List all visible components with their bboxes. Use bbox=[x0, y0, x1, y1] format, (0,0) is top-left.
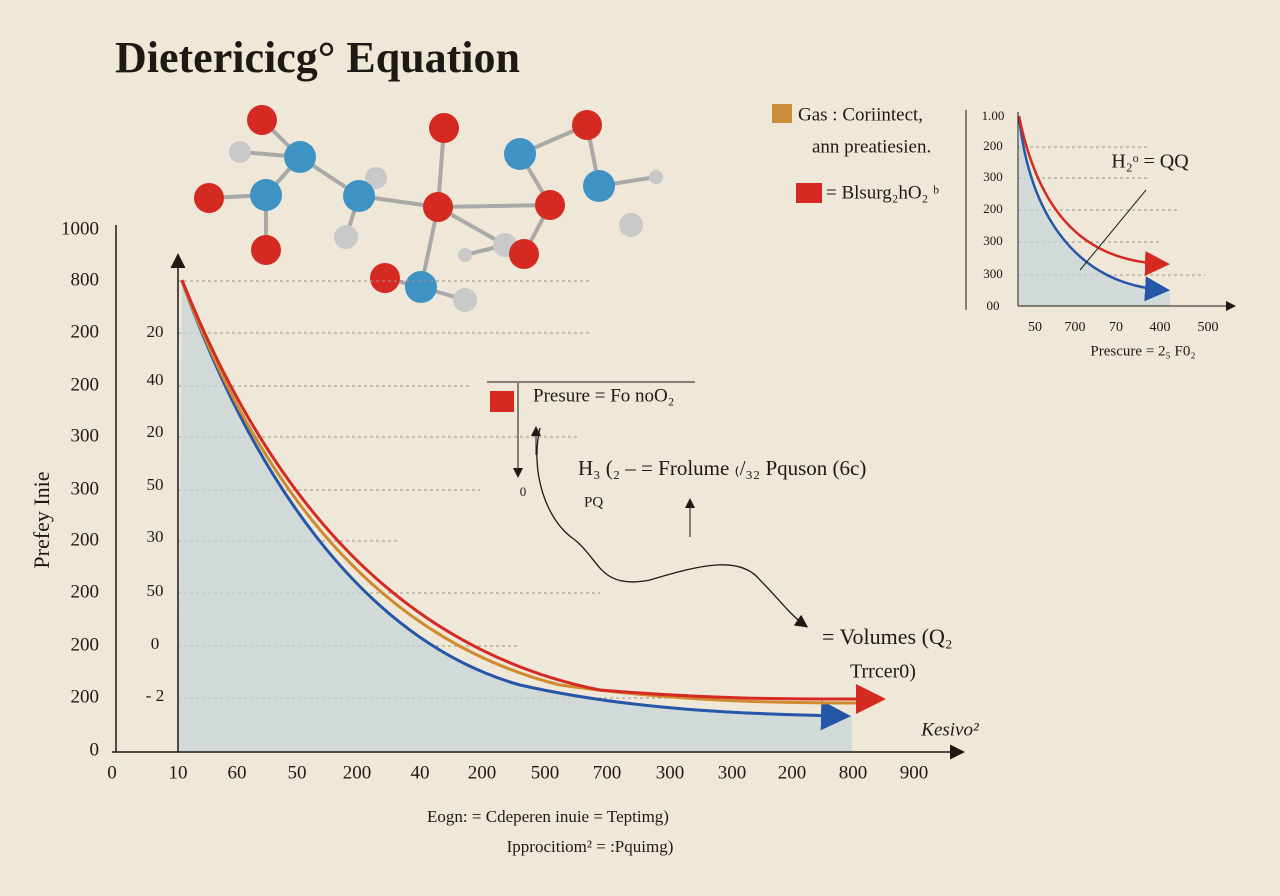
tracer: Trrcer0) bbox=[850, 661, 916, 683]
x-tick-label: 0 bbox=[107, 762, 117, 783]
y-tick-label: 200 bbox=[71, 581, 100, 602]
x-tick-label: 200 bbox=[343, 762, 372, 783]
x-tick-label: 300 bbox=[656, 762, 685, 783]
inset-x-tick-label: 70 bbox=[1109, 320, 1123, 335]
pq: PQ bbox=[584, 494, 603, 510]
legend-swatch bbox=[772, 104, 792, 123]
inset-annotation: H₂ᵒ = QQ bbox=[1111, 151, 1189, 173]
inset-y-tick-label: 200 bbox=[983, 201, 1003, 216]
zero: 0 bbox=[520, 484, 527, 499]
inner-tick-label: 20 bbox=[147, 322, 164, 341]
equation: H₃ (₂ – = Frolume ₍/₃₂ Pquson (6c) bbox=[578, 456, 866, 480]
x-tick-label: 40 bbox=[411, 762, 430, 783]
x-tick-label: 60 bbox=[228, 762, 247, 783]
inset-x-tick-label: 700 bbox=[1065, 320, 1086, 335]
title: Dietericicg° Equation bbox=[115, 33, 520, 82]
legend-swatch bbox=[796, 183, 822, 203]
inset-x-tick-label: 500 bbox=[1198, 320, 1219, 335]
inset-x-tick-label: 50 bbox=[1028, 320, 1042, 335]
y-tick-label: 300 bbox=[71, 425, 100, 446]
x-tick-label: 700 bbox=[593, 762, 622, 783]
inset-blue-curve bbox=[1017, 115, 1170, 302]
pressure: Presure = Fo noO₂ bbox=[533, 385, 674, 406]
legend-text: = Blsurg₂hO₂ ᵇ bbox=[826, 182, 939, 203]
inset-pointer bbox=[1079, 189, 1147, 271]
inset-y-tick-label: 00 bbox=[987, 298, 1000, 313]
x-tick-label: 50 bbox=[288, 762, 307, 783]
inner-tick-label: 40 bbox=[147, 370, 164, 389]
annotations: Presure = Fo noO₂ 0 H₃ (₂ – = Frolume ₍/… bbox=[487, 381, 953, 683]
curved-arrow bbox=[536, 427, 809, 628]
inset-area bbox=[1019, 116, 1170, 306]
inner-tick-label: 20 bbox=[147, 422, 164, 441]
x-tick-label: 200 bbox=[468, 762, 497, 783]
inset-x-label: Prescure = 2₅ F0₂ bbox=[1090, 343, 1195, 359]
inner-tick-label: - 2 bbox=[146, 686, 164, 705]
inner-tick-label: 50 bbox=[147, 475, 164, 494]
red-curve bbox=[180, 279, 886, 715]
x-tick-label: 300 bbox=[718, 762, 747, 783]
inner-tick-label: 0 bbox=[151, 634, 160, 653]
inset-y-tick-label: 1.00 bbox=[982, 108, 1005, 123]
y-axis-label: Prefey Inie bbox=[29, 471, 54, 568]
x-axis-label: Kesivo² bbox=[920, 719, 979, 740]
inset-y-tick-label: 200 bbox=[983, 138, 1003, 153]
y-tick-label: 200 bbox=[71, 634, 100, 655]
inset-y-tick-label: 300 bbox=[983, 233, 1003, 248]
legend: Gas : Coriintect, ann preatiesien. = Bls… bbox=[772, 104, 939, 203]
x-tick-label: 10 bbox=[169, 762, 188, 783]
y-tick-label: 200 bbox=[71, 374, 100, 395]
x-tick-label: 800 bbox=[839, 762, 868, 783]
y-tick-label: 1000 bbox=[61, 218, 99, 239]
y-tick-label: 200 bbox=[71, 529, 100, 550]
legend-text: ann preatiesien. bbox=[812, 136, 931, 157]
volume: = Volumes (Q₂ bbox=[822, 624, 953, 649]
footer: Eogn: = Cdeperen inuie = Teptimg) bbox=[427, 807, 669, 826]
y-tick-label: 200 bbox=[71, 686, 100, 707]
inset-red-curve bbox=[1017, 115, 1170, 276]
x-tick-label: 900 bbox=[900, 762, 929, 783]
footer: Ipprocitiom² = :Pquimg) bbox=[507, 837, 674, 856]
inset-y-tick-label: 300 bbox=[983, 169, 1003, 184]
blue-curve bbox=[180, 280, 851, 731]
inner-tick-label: 50 bbox=[147, 581, 164, 600]
main-plot: Prefey Inie Kesivo² bbox=[29, 225, 979, 760]
y-tick-label: 300 bbox=[71, 478, 100, 499]
orange-curve bbox=[180, 280, 861, 705]
swatch bbox=[490, 391, 514, 412]
y-tick-label: 0 bbox=[90, 739, 100, 760]
molecule bbox=[194, 105, 663, 312]
inset-y-tick-label: 300 bbox=[983, 266, 1003, 281]
inset: Prescure = 2₅ F0₂ H₂ᵒ = QQ bbox=[965, 110, 1236, 359]
inset-x-tick-label: 400 bbox=[1150, 320, 1171, 335]
inner-tick-label: 30 bbox=[147, 527, 164, 546]
area bbox=[178, 281, 852, 752]
y-tick-label: 200 bbox=[71, 321, 100, 342]
x-tick-label: 500 bbox=[531, 762, 560, 783]
y-tick-label: 800 bbox=[71, 269, 100, 290]
legend-text: Gas : Coriintect, bbox=[798, 104, 923, 125]
x-tick-label: 200 bbox=[778, 762, 807, 783]
